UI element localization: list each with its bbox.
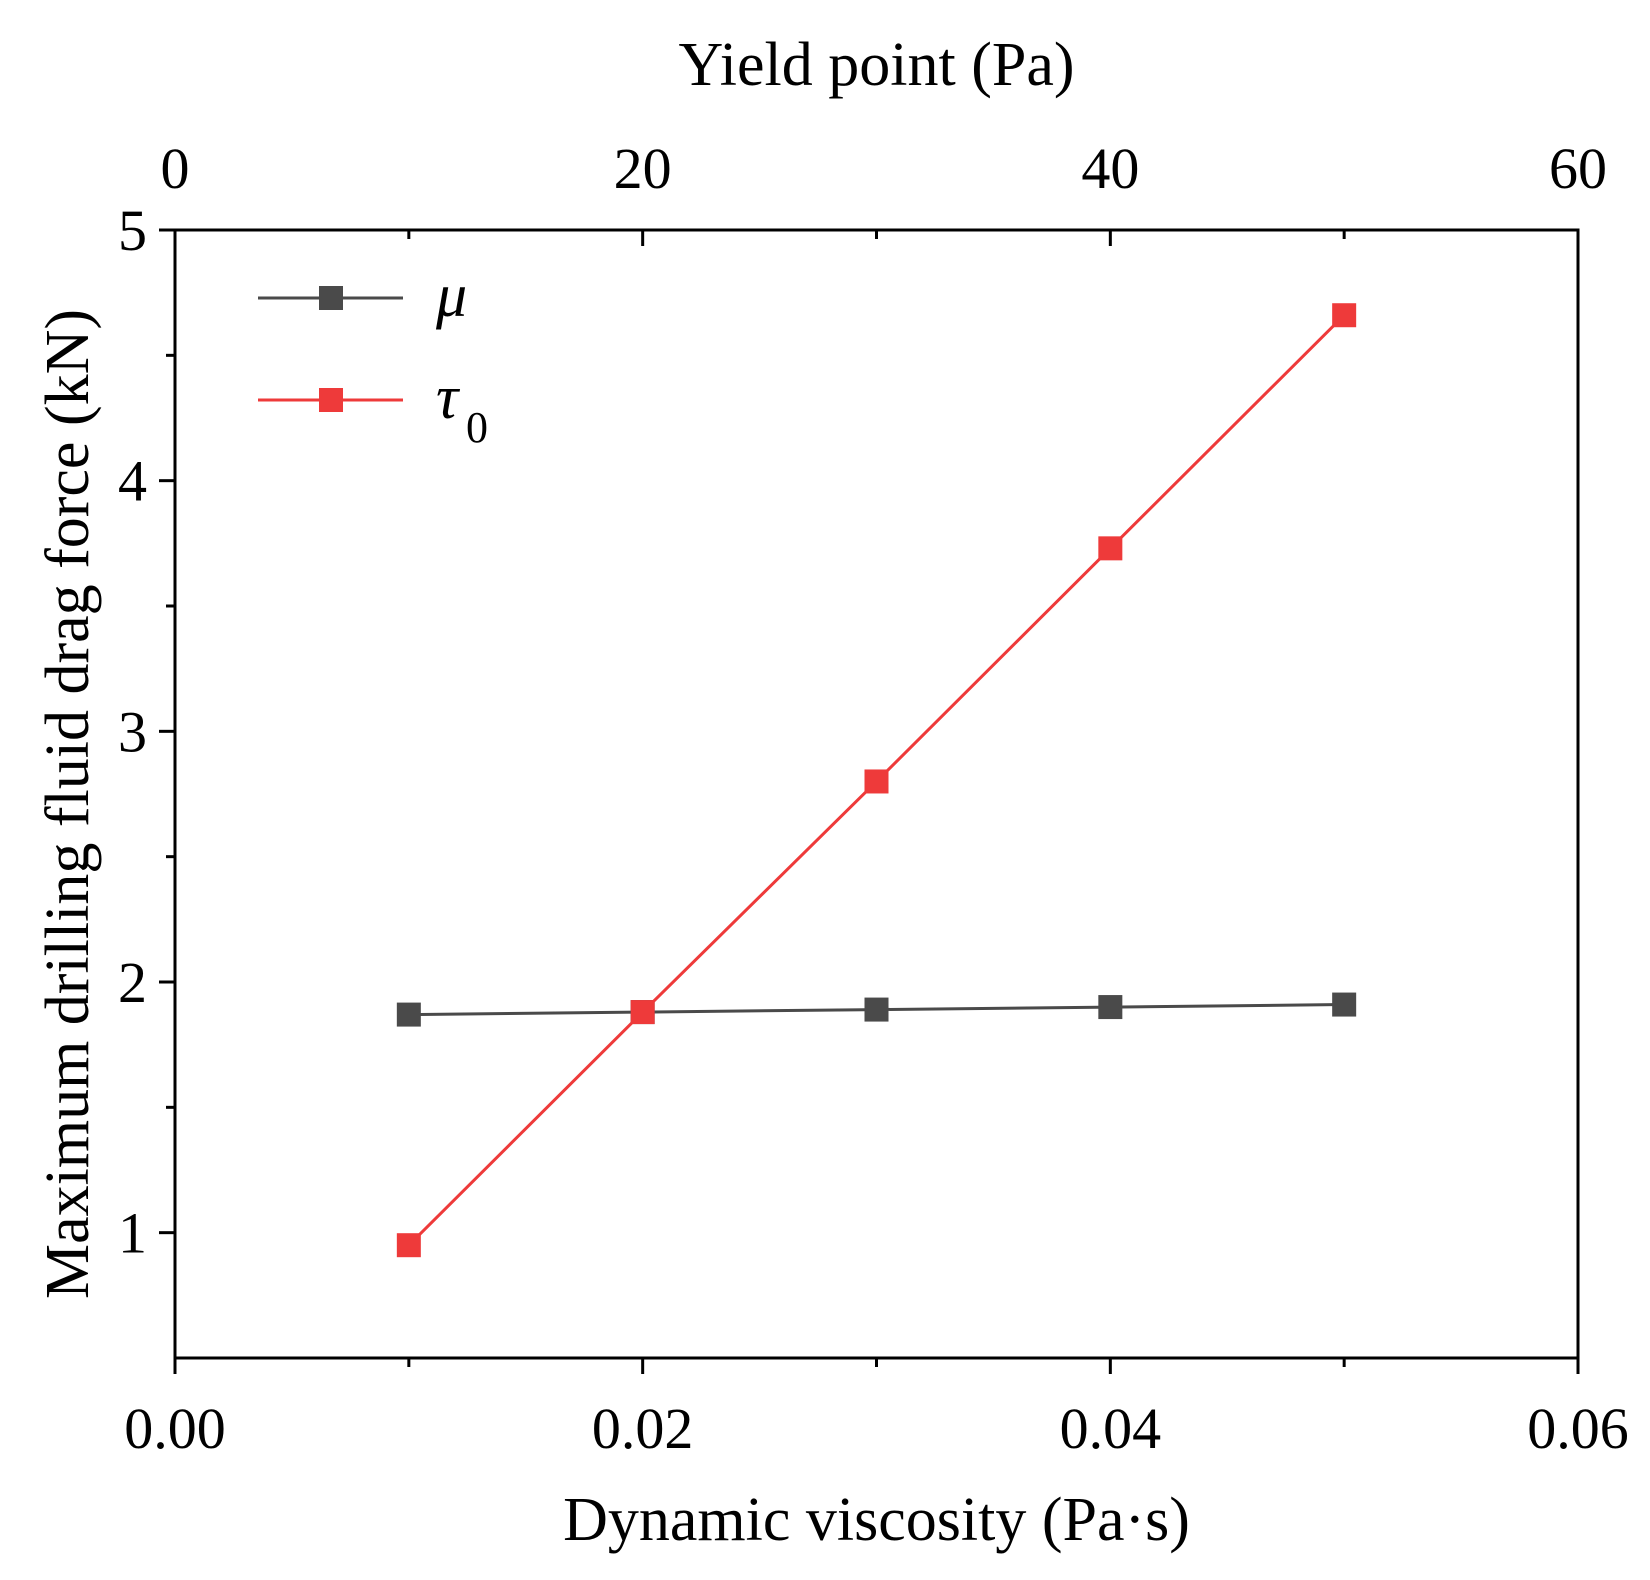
series-point — [1332, 992, 1357, 1017]
top-tick-label: 40 — [1081, 136, 1139, 201]
y-tick-label: 4 — [118, 449, 147, 514]
legend-marker — [319, 286, 343, 310]
bottom-tick-label: 0.00 — [124, 1396, 226, 1461]
series-point — [396, 1002, 421, 1027]
series-point — [864, 997, 889, 1022]
bottom-tick-label: 0.04 — [1060, 1396, 1162, 1461]
series-point — [1098, 536, 1123, 561]
major-ticks — [159, 228, 1580, 1374]
plot-frame — [173, 228, 1580, 1360]
tick-labels: 0.00 0.02 0.04 0.06 0 20 40 60 1 2 3 4 5 — [118, 136, 1629, 1461]
y-tick-label: 3 — [118, 699, 147, 764]
series-point — [1098, 995, 1123, 1020]
legend-label-subscript: 0 — [466, 403, 488, 452]
series-point — [396, 1233, 421, 1258]
y-tick-label: 5 — [118, 198, 147, 263]
y-axis-title: Maximum drilling fluid drag force (kN) — [34, 309, 102, 1299]
top-axis-title: Yield point (Pa) — [678, 31, 1074, 99]
legend-label: μ — [435, 262, 467, 330]
series-point — [1332, 303, 1357, 328]
legend-marker — [319, 388, 343, 412]
series-layer — [396, 303, 1357, 1258]
bottom-axis-title: Dynamic viscosity (Pa·s) — [563, 1486, 1190, 1554]
top-tick-label: 60 — [1549, 136, 1607, 201]
y-tick-label: 2 — [118, 950, 147, 1015]
series-point — [864, 769, 889, 794]
legend-label: τ — [436, 364, 461, 432]
bottom-tick-label: 0.06 — [1527, 1396, 1629, 1461]
series-point — [630, 1000, 655, 1025]
bottom-tick-label: 0.02 — [592, 1396, 694, 1461]
legend: μτ 0 — [258, 262, 488, 452]
top-tick-label: 0 — [161, 136, 190, 201]
top-tick-label: 20 — [614, 136, 672, 201]
y-tick-label: 1 — [118, 1201, 147, 1266]
